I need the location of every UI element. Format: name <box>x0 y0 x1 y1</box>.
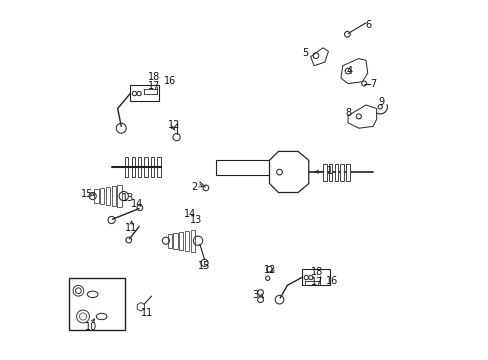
Ellipse shape <box>96 313 107 320</box>
Text: 17: 17 <box>148 81 161 91</box>
Bar <box>157 157 160 177</box>
Bar <box>131 157 135 177</box>
Bar <box>179 232 183 249</box>
Polygon shape <box>269 152 308 193</box>
Text: 16: 16 <box>164 76 176 86</box>
Text: 18: 18 <box>148 72 160 82</box>
Text: 7: 7 <box>369 79 375 89</box>
Text: 6: 6 <box>365 19 371 30</box>
Bar <box>345 163 349 181</box>
Bar <box>94 189 99 203</box>
Polygon shape <box>347 105 376 128</box>
Bar <box>184 231 189 251</box>
Text: 15: 15 <box>81 189 93 199</box>
Polygon shape <box>310 48 328 66</box>
Polygon shape <box>340 59 367 84</box>
Ellipse shape <box>87 291 98 297</box>
Bar <box>100 188 104 204</box>
Bar <box>190 230 194 252</box>
Text: 13: 13 <box>122 193 134 203</box>
Text: 12: 12 <box>167 120 180 130</box>
Text: 10: 10 <box>84 322 97 332</box>
Text: 8: 8 <box>345 108 350 118</box>
Bar <box>111 186 116 206</box>
Text: 16: 16 <box>325 276 338 286</box>
Bar <box>106 187 110 205</box>
Text: 9: 9 <box>377 97 383 107</box>
Bar <box>328 163 332 181</box>
Text: 11: 11 <box>125 223 137 233</box>
Text: 5: 5 <box>302 48 308 58</box>
Bar <box>69 278 124 330</box>
Bar <box>138 157 141 177</box>
Text: 3: 3 <box>252 290 258 300</box>
Text: 2: 2 <box>191 182 197 192</box>
Bar <box>301 269 329 285</box>
Bar <box>334 163 337 181</box>
Text: 11: 11 <box>141 308 153 318</box>
Bar <box>125 157 128 177</box>
Bar <box>130 85 159 102</box>
Text: 4: 4 <box>346 66 352 76</box>
Text: 14: 14 <box>183 209 196 219</box>
Bar <box>144 157 147 177</box>
Text: 1: 1 <box>326 166 332 176</box>
Text: 18: 18 <box>310 267 322 277</box>
Bar <box>216 160 280 175</box>
Bar <box>117 185 122 207</box>
Text: 12: 12 <box>264 265 276 275</box>
Text: 13: 13 <box>190 215 202 225</box>
Bar <box>151 157 154 177</box>
Bar <box>167 234 172 248</box>
Text: 14: 14 <box>131 199 143 209</box>
Text: 17: 17 <box>310 277 322 287</box>
Bar <box>173 233 177 249</box>
Text: 15: 15 <box>198 261 210 271</box>
Bar <box>323 163 326 181</box>
Bar <box>340 163 343 181</box>
